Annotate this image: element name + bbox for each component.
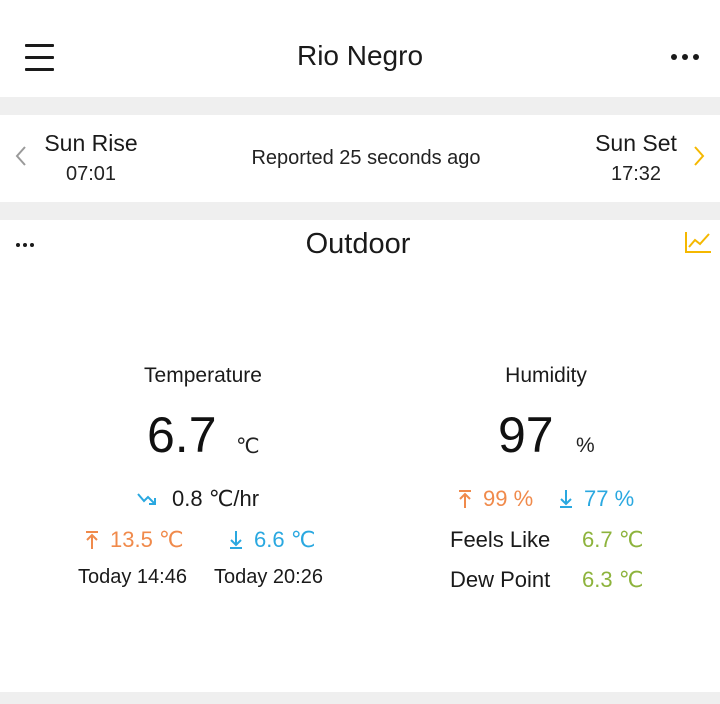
- dew-point-label: Dew Point: [450, 567, 551, 592]
- more-options-icon[interactable]: [671, 54, 699, 62]
- temperature-low-time: Today 20:26: [214, 566, 323, 588]
- outdoor-card: [0, 220, 720, 692]
- card-more-options-icon[interactable]: [16, 243, 38, 249]
- arrow-down-icon: [230, 531, 242, 549]
- hamburger-menu-icon[interactable]: [25, 44, 54, 72]
- temperature-low: 6.6 ℃: [254, 527, 316, 552]
- reported-status: Reported 25 seconds ago: [251, 147, 481, 169]
- arrow-up-icon: [459, 490, 471, 508]
- divider: [0, 692, 720, 704]
- divider: [0, 202, 720, 220]
- sunset-time: 17:32: [610, 163, 662, 185]
- temperature-value: 6.7: [147, 407, 217, 463]
- divider: [0, 97, 720, 115]
- sunrise-label: Sun Rise: [44, 130, 138, 156]
- app-header: Rio Negro: [0, 0, 720, 97]
- trend-down-icon: [137, 493, 156, 505]
- temperature-high: 13.5 ℃: [110, 527, 184, 552]
- humidity-unit: %: [576, 434, 595, 457]
- sun-info-bar: [0, 115, 720, 202]
- temperature-label: Temperature: [144, 364, 262, 387]
- arrow-up-icon: [86, 531, 98, 549]
- chevron-left-icon[interactable]: [14, 144, 28, 168]
- section-title: Outdoor: [305, 228, 411, 260]
- feels-like-value: 6.7 ℃: [582, 527, 644, 552]
- humidity-label: Humidity: [505, 364, 587, 387]
- humidity-low: 77 %: [584, 486, 635, 511]
- chevron-right-icon[interactable]: [692, 144, 706, 168]
- dew-point-value: 6.3 ℃: [582, 567, 644, 592]
- temperature-unit: ℃: [236, 435, 260, 458]
- sunset-label: Sun Set: [595, 130, 677, 156]
- feels-like-label: Feels Like: [450, 527, 551, 552]
- humidity-high: 99 %: [483, 486, 534, 511]
- line-chart-icon[interactable]: [684, 230, 712, 254]
- page-title: Rio Negro: [296, 40, 424, 71]
- arrow-down-icon: [560, 490, 572, 508]
- temperature-high-time: Today 14:46: [78, 566, 187, 588]
- sunrise-time: 07:01: [65, 163, 117, 185]
- temperature-trend: 0.8 ℃/hr: [172, 486, 260, 511]
- humidity-value: 97: [498, 407, 554, 463]
